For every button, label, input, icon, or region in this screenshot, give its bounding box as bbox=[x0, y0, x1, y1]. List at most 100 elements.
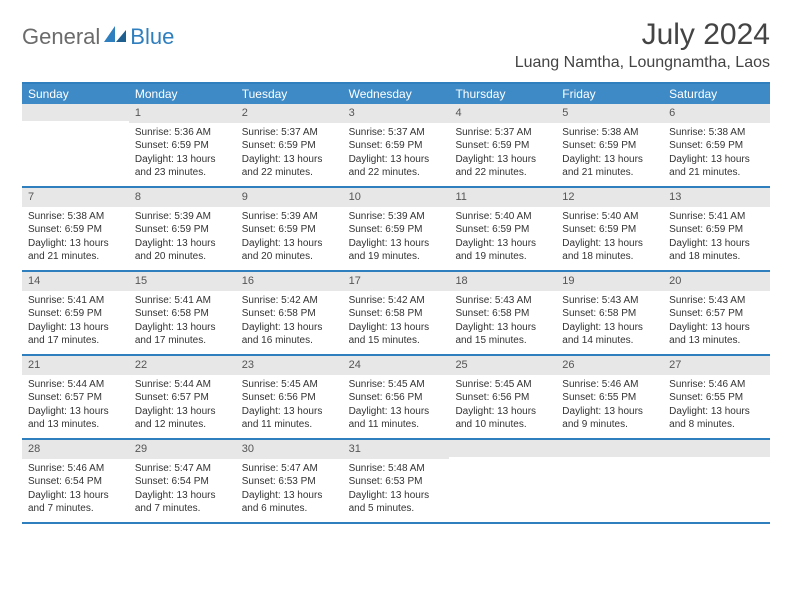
daylight-text: Daylight: 13 hours and 22 minutes. bbox=[242, 153, 337, 180]
daylight-text: Daylight: 13 hours and 21 minutes. bbox=[28, 237, 123, 264]
day-number: 26 bbox=[556, 356, 663, 375]
day-body: Sunrise: 5:38 AMSunset: 6:59 PMDaylight:… bbox=[556, 123, 663, 185]
day-body: Sunrise: 5:39 AMSunset: 6:59 PMDaylight:… bbox=[236, 207, 343, 269]
daylight-text: Daylight: 13 hours and 15 minutes. bbox=[349, 321, 444, 348]
sunrise-text: Sunrise: 5:42 AM bbox=[242, 294, 337, 308]
sunrise-text: Sunrise: 5:37 AM bbox=[349, 126, 444, 140]
sunset-text: Sunset: 6:53 PM bbox=[242, 475, 337, 489]
sunrise-text: Sunrise: 5:43 AM bbox=[669, 294, 764, 308]
day-cell bbox=[663, 440, 770, 522]
day-cell: 3Sunrise: 5:37 AMSunset: 6:59 PMDaylight… bbox=[343, 104, 450, 186]
day-cell: 27Sunrise: 5:46 AMSunset: 6:55 PMDayligh… bbox=[663, 356, 770, 438]
sunrise-text: Sunrise: 5:43 AM bbox=[455, 294, 550, 308]
sunset-text: Sunset: 6:59 PM bbox=[242, 223, 337, 237]
sunrise-text: Sunrise: 5:46 AM bbox=[562, 378, 657, 392]
logo: General Blue bbox=[22, 24, 174, 50]
day-number: 8 bbox=[129, 188, 236, 207]
day-body: Sunrise: 5:46 AMSunset: 6:54 PMDaylight:… bbox=[22, 459, 129, 521]
day-cell: 25Sunrise: 5:45 AMSunset: 6:56 PMDayligh… bbox=[449, 356, 556, 438]
daylight-text: Daylight: 13 hours and 22 minutes. bbox=[349, 153, 444, 180]
day-number: 6 bbox=[663, 104, 770, 123]
day-cell bbox=[449, 440, 556, 522]
day-number: 10 bbox=[343, 188, 450, 207]
day-number: 11 bbox=[449, 188, 556, 207]
sunset-text: Sunset: 6:58 PM bbox=[242, 307, 337, 321]
day-body: Sunrise: 5:44 AMSunset: 6:57 PMDaylight:… bbox=[22, 375, 129, 437]
week-row: 1Sunrise: 5:36 AMSunset: 6:59 PMDaylight… bbox=[22, 104, 770, 188]
day-cell: 15Sunrise: 5:41 AMSunset: 6:58 PMDayligh… bbox=[129, 272, 236, 354]
day-number: 4 bbox=[449, 104, 556, 123]
day-body: Sunrise: 5:44 AMSunset: 6:57 PMDaylight:… bbox=[129, 375, 236, 437]
day-number: 7 bbox=[22, 188, 129, 207]
logo-text-general: General bbox=[22, 24, 100, 50]
day-number: 17 bbox=[343, 272, 450, 291]
sunrise-text: Sunrise: 5:39 AM bbox=[349, 210, 444, 224]
day-number: 20 bbox=[663, 272, 770, 291]
sunrise-text: Sunrise: 5:44 AM bbox=[28, 378, 123, 392]
day-number bbox=[556, 440, 663, 457]
day-body: Sunrise: 5:46 AMSunset: 6:55 PMDaylight:… bbox=[663, 375, 770, 437]
day-cell bbox=[556, 440, 663, 522]
day-number bbox=[663, 440, 770, 457]
sunrise-text: Sunrise: 5:43 AM bbox=[562, 294, 657, 308]
daylight-text: Daylight: 13 hours and 17 minutes. bbox=[28, 321, 123, 348]
day-cell: 7Sunrise: 5:38 AMSunset: 6:59 PMDaylight… bbox=[22, 188, 129, 270]
day-body: Sunrise: 5:37 AMSunset: 6:59 PMDaylight:… bbox=[343, 123, 450, 185]
daylight-text: Daylight: 13 hours and 21 minutes. bbox=[562, 153, 657, 180]
day-number: 1 bbox=[129, 104, 236, 123]
day-header-fri: Friday bbox=[556, 84, 663, 104]
day-body: Sunrise: 5:38 AMSunset: 6:59 PMDaylight:… bbox=[22, 207, 129, 269]
sunset-text: Sunset: 6:59 PM bbox=[28, 223, 123, 237]
day-number: 2 bbox=[236, 104, 343, 123]
sunrise-text: Sunrise: 5:37 AM bbox=[455, 126, 550, 140]
sunset-text: Sunset: 6:54 PM bbox=[135, 475, 230, 489]
daylight-text: Daylight: 13 hours and 15 minutes. bbox=[455, 321, 550, 348]
day-number bbox=[449, 440, 556, 457]
day-body: Sunrise: 5:42 AMSunset: 6:58 PMDaylight:… bbox=[236, 291, 343, 353]
day-body: Sunrise: 5:45 AMSunset: 6:56 PMDaylight:… bbox=[449, 375, 556, 437]
day-body: Sunrise: 5:46 AMSunset: 6:55 PMDaylight:… bbox=[556, 375, 663, 437]
daylight-text: Daylight: 13 hours and 5 minutes. bbox=[349, 489, 444, 516]
day-body: Sunrise: 5:42 AMSunset: 6:58 PMDaylight:… bbox=[343, 291, 450, 353]
sunrise-text: Sunrise: 5:44 AM bbox=[135, 378, 230, 392]
day-cell: 21Sunrise: 5:44 AMSunset: 6:57 PMDayligh… bbox=[22, 356, 129, 438]
day-number: 25 bbox=[449, 356, 556, 375]
day-number: 9 bbox=[236, 188, 343, 207]
day-cell: 9Sunrise: 5:39 AMSunset: 6:59 PMDaylight… bbox=[236, 188, 343, 270]
day-cell: 29Sunrise: 5:47 AMSunset: 6:54 PMDayligh… bbox=[129, 440, 236, 522]
week-row: 28Sunrise: 5:46 AMSunset: 6:54 PMDayligh… bbox=[22, 440, 770, 524]
sunrise-text: Sunrise: 5:42 AM bbox=[349, 294, 444, 308]
sunrise-text: Sunrise: 5:39 AM bbox=[135, 210, 230, 224]
sunset-text: Sunset: 6:59 PM bbox=[349, 223, 444, 237]
sunset-text: Sunset: 6:59 PM bbox=[135, 139, 230, 153]
sunset-text: Sunset: 6:56 PM bbox=[349, 391, 444, 405]
day-cell: 24Sunrise: 5:45 AMSunset: 6:56 PMDayligh… bbox=[343, 356, 450, 438]
day-body: Sunrise: 5:37 AMSunset: 6:59 PMDaylight:… bbox=[449, 123, 556, 185]
day-body: Sunrise: 5:41 AMSunset: 6:58 PMDaylight:… bbox=[129, 291, 236, 353]
daylight-text: Daylight: 13 hours and 20 minutes. bbox=[242, 237, 337, 264]
sunset-text: Sunset: 6:59 PM bbox=[562, 223, 657, 237]
sunset-text: Sunset: 6:58 PM bbox=[562, 307, 657, 321]
daylight-text: Daylight: 13 hours and 12 minutes. bbox=[135, 405, 230, 432]
week-row: 21Sunrise: 5:44 AMSunset: 6:57 PMDayligh… bbox=[22, 356, 770, 440]
day-body: Sunrise: 5:47 AMSunset: 6:54 PMDaylight:… bbox=[129, 459, 236, 521]
day-cell: 23Sunrise: 5:45 AMSunset: 6:56 PMDayligh… bbox=[236, 356, 343, 438]
day-number: 22 bbox=[129, 356, 236, 375]
day-cell: 26Sunrise: 5:46 AMSunset: 6:55 PMDayligh… bbox=[556, 356, 663, 438]
day-cell: 11Sunrise: 5:40 AMSunset: 6:59 PMDayligh… bbox=[449, 188, 556, 270]
sunrise-text: Sunrise: 5:38 AM bbox=[669, 126, 764, 140]
day-header-wed: Wednesday bbox=[343, 84, 450, 104]
sunset-text: Sunset: 6:53 PM bbox=[349, 475, 444, 489]
week-row: 14Sunrise: 5:41 AMSunset: 6:59 PMDayligh… bbox=[22, 272, 770, 356]
sunrise-text: Sunrise: 5:45 AM bbox=[455, 378, 550, 392]
day-body: Sunrise: 5:39 AMSunset: 6:59 PMDaylight:… bbox=[343, 207, 450, 269]
day-cell: 8Sunrise: 5:39 AMSunset: 6:59 PMDaylight… bbox=[129, 188, 236, 270]
day-body: Sunrise: 5:45 AMSunset: 6:56 PMDaylight:… bbox=[343, 375, 450, 437]
day-body: Sunrise: 5:43 AMSunset: 6:58 PMDaylight:… bbox=[449, 291, 556, 353]
sunset-text: Sunset: 6:59 PM bbox=[28, 307, 123, 321]
sunset-text: Sunset: 6:58 PM bbox=[455, 307, 550, 321]
day-cell: 13Sunrise: 5:41 AMSunset: 6:59 PMDayligh… bbox=[663, 188, 770, 270]
sunrise-text: Sunrise: 5:41 AM bbox=[28, 294, 123, 308]
sunrise-text: Sunrise: 5:45 AM bbox=[242, 378, 337, 392]
day-cell: 16Sunrise: 5:42 AMSunset: 6:58 PMDayligh… bbox=[236, 272, 343, 354]
